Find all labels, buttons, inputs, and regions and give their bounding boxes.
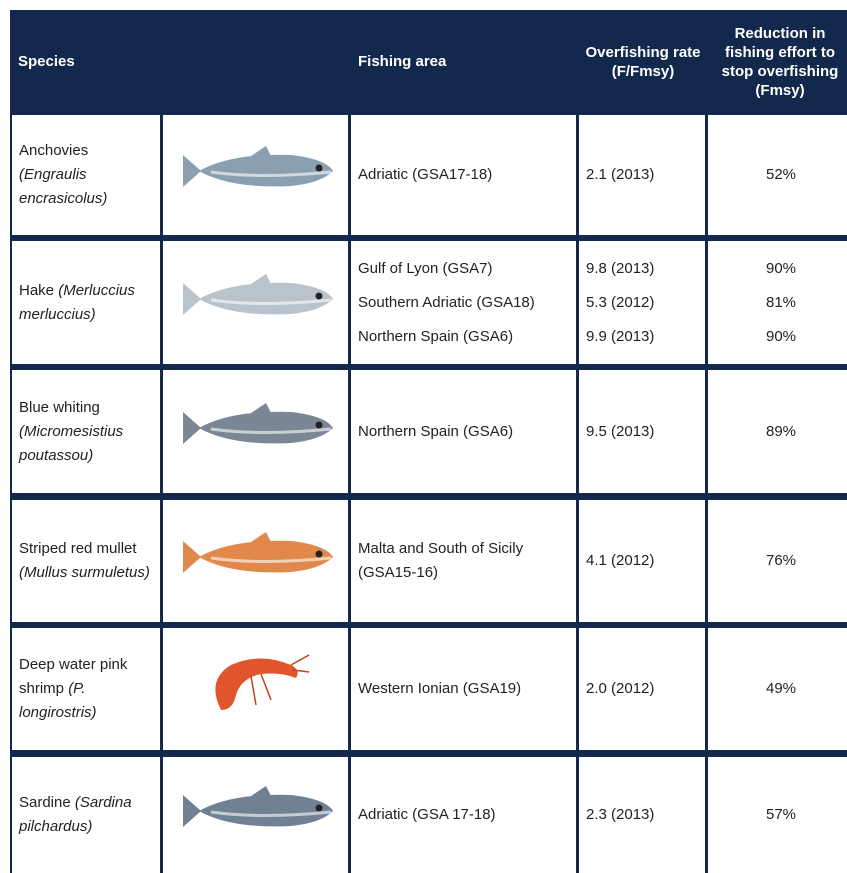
species-text: Anchovies (Engraulis encrasicolus) [19, 139, 159, 211]
reduction: 57% [708, 803, 847, 827]
common-name: Sardine [19, 794, 71, 811]
rate: 9.5 (2013) [586, 420, 705, 444]
reduction-cell: 52% [708, 115, 847, 235]
rate-cell: 2.0 (2012) [579, 628, 705, 750]
species-text: Striped red mullet (Mullus surmuletus) [19, 537, 159, 585]
area: Adriatic (GSA17-18) [358, 163, 576, 187]
area-cell: Northern Spain (GSA6) [351, 370, 576, 493]
area: Western Ionian (GSA19) [358, 677, 576, 701]
latin-name: (Engraulis encrasicolus) [19, 166, 107, 207]
reduction-cell: 90% 81% 90% [708, 241, 847, 364]
area-cell: Adriatic (GSA 17-18) [351, 757, 576, 873]
rate-list: 9.8 (2013) 5.3 (2012) 9.9 (2013) [586, 257, 705, 349]
species-cell: Anchovies (Engraulis encrasicolus) [12, 115, 160, 235]
species-cell: Hake (Merluccius merluccius) [12, 241, 160, 364]
fish-image [171, 527, 341, 595]
reduction: 81% [708, 291, 847, 315]
image-cell [163, 241, 348, 364]
area-list: Adriatic (GSA 17-18) [358, 803, 576, 827]
reduction-list: 57% [708, 803, 847, 827]
header-cell: Overfishing rate (F/Fmsy) [578, 10, 708, 113]
rate: 2.1 (2013) [586, 163, 705, 187]
reduction: 52% [708, 163, 847, 187]
area-list: Malta and South of Sicily (GSA15-16) [358, 537, 568, 585]
species-cell: Deep water pink shrimp (P. longirostris) [12, 628, 160, 750]
fish-image [171, 141, 341, 209]
reduction: 89% [708, 420, 847, 444]
image-cell [163, 500, 348, 622]
rate: 5.3 (2012) [586, 291, 705, 315]
reduction-list: 89% [708, 420, 847, 444]
page: {"table": { "header": ["Species", "Fishi… [0, 0, 847, 858]
common-name: Anchovies [19, 142, 88, 159]
species-cell: Striped red mullet (Mullus surmuletus) [12, 500, 160, 622]
reduction: 90% [708, 257, 847, 281]
rate-cell: 2.3 (2013) [579, 757, 705, 873]
area-list: Western Ionian (GSA19) [358, 677, 576, 701]
rate: 4.1 (2012) [586, 549, 705, 573]
reduction-cell: 76% [708, 500, 847, 622]
area-cell: Western Ionian (GSA19) [351, 628, 576, 750]
rate: 9.9 (2013) [586, 325, 705, 349]
reduction: 49% [708, 677, 847, 701]
rate-cell: 9.8 (2013) 5.3 (2012) 9.9 (2013) [579, 241, 705, 364]
fish-image [171, 781, 341, 849]
rate-list: 4.1 (2012) [586, 549, 705, 573]
image-cell [163, 757, 348, 873]
image-cell [163, 115, 348, 235]
area-cell: Gulf of Lyon (GSA7) Southern Adriatic (GS… [351, 241, 576, 364]
rate-cell: 2.1 (2013) [579, 115, 705, 235]
latin-name: (Micromesistius poutassou) [19, 423, 123, 464]
rate: 2.0 (2012) [586, 677, 705, 701]
table-body: Anchovies (Engraulis encrasicolus) Adriat… [10, 113, 847, 873]
reduction: 90% [708, 325, 847, 349]
header-cell: Reduction in fishing effort to stop over… [710, 10, 847, 113]
reduction-list: 52% [708, 163, 847, 187]
rate: 9.8 (2013) [586, 257, 705, 281]
fish-image [171, 398, 341, 466]
image-cell [163, 370, 348, 493]
reduction-cell: 49% [708, 628, 847, 750]
area-list: Gulf of Lyon (GSA7) Southern Adriatic (GS… [358, 257, 576, 349]
table-header: Species Fishing area Overfishing rate (F… [10, 10, 847, 113]
reduction-list: 76% [708, 549, 847, 573]
fish-image [171, 269, 341, 337]
rate-cell: 4.1 (2012) [579, 500, 705, 622]
area: Gulf of Lyon (GSA7) [358, 257, 576, 281]
area-cell: Adriatic (GSA17-18) [351, 115, 576, 235]
area: Adriatic (GSA 17-18) [358, 803, 576, 827]
species-cell: Blue whiting (Micromesistius poutassou) [12, 370, 160, 493]
area: Northern Spain (GSA6) [358, 325, 576, 349]
fish-image [201, 650, 311, 728]
reduction-list: 49% [708, 677, 847, 701]
species-text: Sardine (Sardina pilchardus) [19, 791, 159, 839]
reduction: 76% [708, 549, 847, 573]
rate-list: 9.5 (2013) [586, 420, 705, 444]
rate-cell: 9.5 (2013) [579, 370, 705, 493]
species-text: Deep water pink shrimp (P. longirostris) [19, 653, 159, 725]
area-cell: Malta and South of Sicily (GSA15-16) [351, 500, 576, 622]
common-name: Blue whiting [19, 399, 100, 416]
common-name: Striped red mullet [19, 540, 137, 557]
area-list: Adriatic (GSA17-18) [358, 163, 576, 187]
latin-name: (Mullus surmuletus) [19, 564, 150, 581]
rate-list: 2.3 (2013) [586, 803, 705, 827]
reduction-cell: 89% [708, 370, 847, 493]
species-cell: Sardine (Sardina pilchardus) [12, 757, 160, 873]
rate-list: 2.1 (2013) [586, 163, 705, 187]
reduction-cell: 57% [708, 757, 847, 873]
species-text: Hake (Merluccius merluccius) [19, 279, 159, 327]
area: Southern Adriatic (GSA18) [358, 291, 576, 315]
area-list: Northern Spain (GSA6) [358, 420, 576, 444]
rate: 2.3 (2013) [586, 803, 705, 827]
image-cell [163, 628, 348, 750]
reduction-list: 90% 81% 90% [708, 257, 847, 349]
area: Northern Spain (GSA6) [358, 420, 576, 444]
rate-list: 2.0 (2012) [586, 677, 705, 701]
header-cell: Fishing area [358, 10, 578, 113]
species-text: Blue whiting (Micromesistius poutassou) [19, 396, 159, 468]
area: Malta and South of Sicily (GSA15-16) [358, 537, 568, 585]
common-name: Hake [19, 282, 54, 299]
header-cell: Species [18, 10, 168, 113]
